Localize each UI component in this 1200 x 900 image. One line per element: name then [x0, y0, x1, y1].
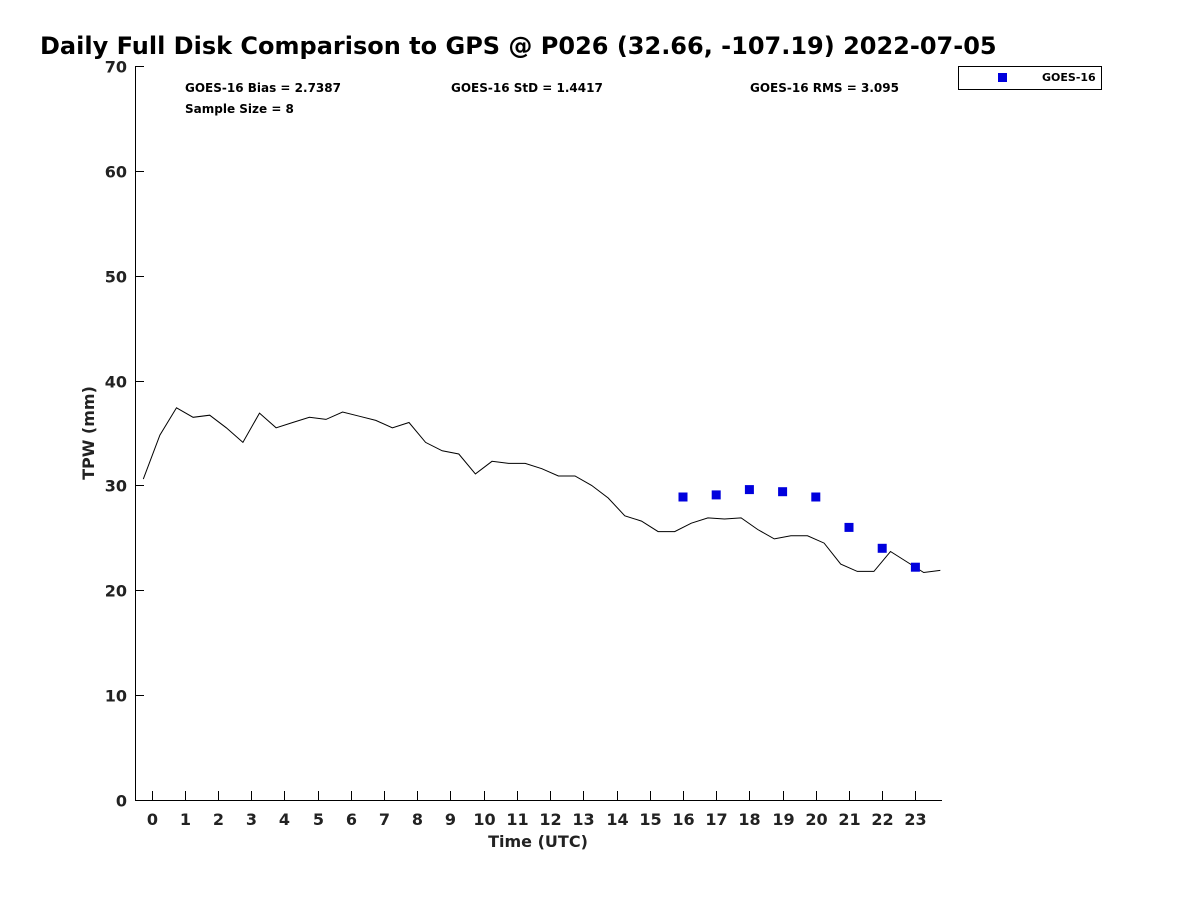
x-tick-label: 20	[805, 810, 827, 829]
x-tick-label: 0	[147, 810, 158, 829]
goes16-point	[744, 485, 754, 495]
x-tick-label: 11	[506, 810, 528, 829]
x-tick-label: 8	[412, 810, 423, 829]
x-ticks: 0 1 2 3 4 5 6 7 8 9 10 11 12 13 14 15 16 17 18 19 20 21 22 23	[147, 791, 927, 829]
gps-series-line	[142, 407, 941, 574]
y-tick-label: 60	[105, 163, 127, 182]
x-tick-label: 17	[705, 810, 727, 829]
y-ticks: 0 10 20 30 40 50 60 70	[105, 58, 144, 811]
legend-marker	[998, 73, 1007, 82]
x-tick-label: 14	[606, 810, 628, 829]
x-tick-label: 21	[838, 810, 860, 829]
x-tick-label: 23	[904, 810, 926, 829]
x-tick-label: 15	[639, 810, 661, 829]
goes16-point	[844, 522, 854, 532]
goes16-points	[678, 485, 920, 572]
goes16-point	[678, 492, 688, 502]
x-tick-label: 7	[379, 810, 390, 829]
y-tick-label: 50	[105, 268, 127, 287]
y-tick-label: 0	[116, 792, 127, 811]
goes16-point	[877, 543, 887, 553]
x-tick-label: 12	[539, 810, 561, 829]
x-tick-label: 9	[445, 810, 456, 829]
goes16-point	[910, 562, 920, 572]
chart-title: Daily Full Disk Comparison to GPS @ P026…	[40, 32, 997, 60]
x-tick-label: 3	[246, 810, 257, 829]
x-tick-label: 22	[871, 810, 893, 829]
x-tick-label: 10	[473, 810, 495, 829]
y-axis-label: TPW (mm)	[79, 386, 98, 480]
x-tick-label: 6	[346, 810, 357, 829]
x-tick-label: 1	[180, 810, 191, 829]
x-tick-label: 18	[738, 810, 760, 829]
x-tick-label: 16	[672, 810, 694, 829]
sample-size-stat: Sample Size = 8	[185, 102, 294, 116]
y-tick-label: 40	[105, 373, 127, 392]
goes16-point	[811, 492, 821, 502]
x-tick-label: 2	[213, 810, 224, 829]
goes16-point	[778, 487, 788, 497]
bias-stat: GOES-16 Bias = 2.7387	[185, 81, 341, 95]
y-tick-label: 30	[105, 477, 127, 496]
x-tick-label: 19	[772, 810, 794, 829]
std-stat: GOES-16 StD = 1.4417	[451, 81, 603, 95]
x-tick-label: 13	[572, 810, 594, 829]
y-tick-label: 70	[105, 58, 127, 77]
legend: GOES-16	[958, 66, 1102, 90]
y-tick-label: 10	[105, 687, 127, 706]
goes16-point	[711, 490, 721, 500]
x-tick-label: 5	[313, 810, 324, 829]
legend-box	[958, 66, 1102, 90]
y-tick-label: 20	[105, 582, 127, 601]
x-axis-label: Time (UTC)	[488, 832, 588, 851]
x-tick-label: 4	[279, 810, 290, 829]
rms-stat: GOES-16 RMS = 3.095	[750, 81, 899, 95]
legend-label: GOES-16	[1042, 71, 1096, 84]
